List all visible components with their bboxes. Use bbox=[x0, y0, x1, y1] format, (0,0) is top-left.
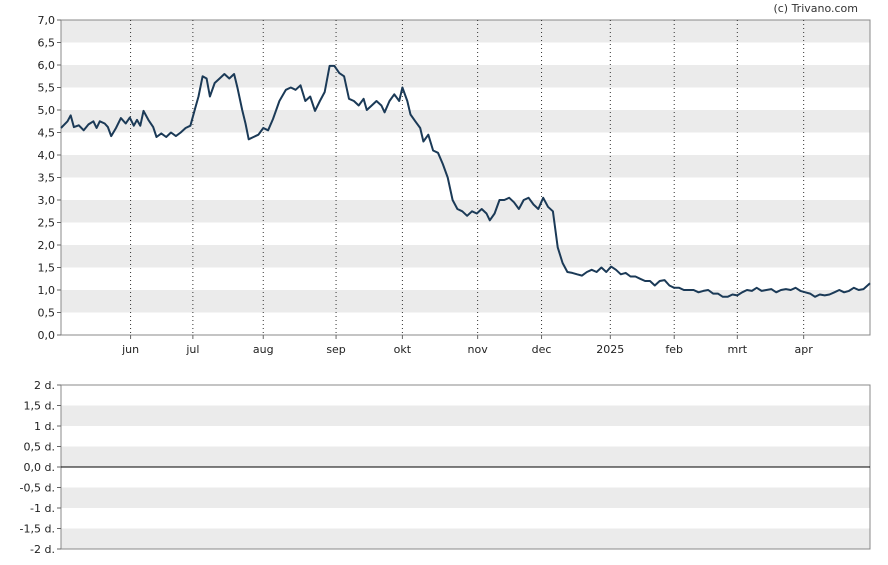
y-tick-label: 2,0 bbox=[38, 239, 56, 252]
y-tick-label: 6,5 bbox=[38, 37, 56, 50]
y-tick-label: 3,5 bbox=[38, 172, 56, 185]
x-tick-label: jun bbox=[121, 343, 139, 356]
x-tick-label: dec bbox=[532, 343, 552, 356]
y-tick-label: -0,5 d. bbox=[20, 482, 55, 495]
y-tick-label: 5,0 bbox=[38, 104, 56, 117]
grid-band bbox=[61, 446, 870, 467]
y-tick-label: 1,0 bbox=[38, 284, 56, 297]
y-tick-label: 1,5 bbox=[38, 262, 56, 275]
x-tick-label: okt bbox=[394, 343, 412, 356]
y-tick-label: 2 d. bbox=[34, 379, 55, 392]
grid-band bbox=[61, 245, 870, 268]
y-tick-label: 4,0 bbox=[38, 149, 56, 162]
y-tick-label: 7,0 bbox=[38, 14, 56, 27]
grid-band bbox=[61, 290, 870, 313]
y-tick-label: 0,0 d. bbox=[24, 461, 55, 474]
grid-band bbox=[61, 110, 870, 133]
price-line bbox=[60, 64, 871, 298]
y-tick-label: 2,5 bbox=[38, 217, 56, 230]
y-tick-label: -2 d. bbox=[30, 543, 55, 555]
x-tick-label: feb bbox=[665, 343, 683, 356]
x-tick-label: mrt bbox=[728, 343, 748, 356]
y-tick-label: 1,5 d. bbox=[24, 400, 55, 413]
y-tick-label: 0,5 bbox=[38, 307, 56, 320]
x-tick-label: jul bbox=[185, 343, 199, 356]
y-tick-label: 0,5 d. bbox=[24, 441, 55, 454]
y-tick-label: 1 d. bbox=[34, 420, 55, 433]
grid-band bbox=[61, 487, 870, 508]
x-tick-label: aug bbox=[253, 343, 274, 356]
grid-band bbox=[61, 405, 870, 426]
dividend-chart: -2 d. -1,5 d. -1 d. -0,5 d. 0,0 d. 0,5 d. 1 d.… bbox=[20, 379, 871, 555]
y-tick-label: 6,0 bbox=[38, 59, 56, 72]
grid-band bbox=[61, 65, 870, 88]
y-tick-label: 3,0 bbox=[38, 194, 56, 207]
x-tick-label: apr bbox=[795, 343, 814, 356]
price-chart: 0,0 0,5 1,0 1,5 2,0 2,5 3,0 3,5 4,0 4,5 5,0 5,5 6,0 6… bbox=[38, 14, 871, 356]
x-tick-label: sep bbox=[326, 343, 345, 356]
y-tick-label: 4,5 bbox=[38, 127, 56, 140]
x-tick-label: nov bbox=[468, 343, 489, 356]
grid-band bbox=[61, 200, 870, 223]
grid-band bbox=[61, 155, 870, 178]
y-tick-label: 5,5 bbox=[38, 82, 56, 95]
grid-band bbox=[61, 20, 870, 43]
copyright-label: (c) Trivano.com bbox=[773, 2, 858, 15]
y-tick-label: 0,0 bbox=[38, 329, 56, 342]
x-tick-label: 2025 bbox=[596, 343, 624, 356]
y-tick-label: -1,5 d. bbox=[20, 523, 55, 536]
grid-band bbox=[61, 528, 870, 549]
y-tick-label: -1 d. bbox=[30, 502, 55, 515]
